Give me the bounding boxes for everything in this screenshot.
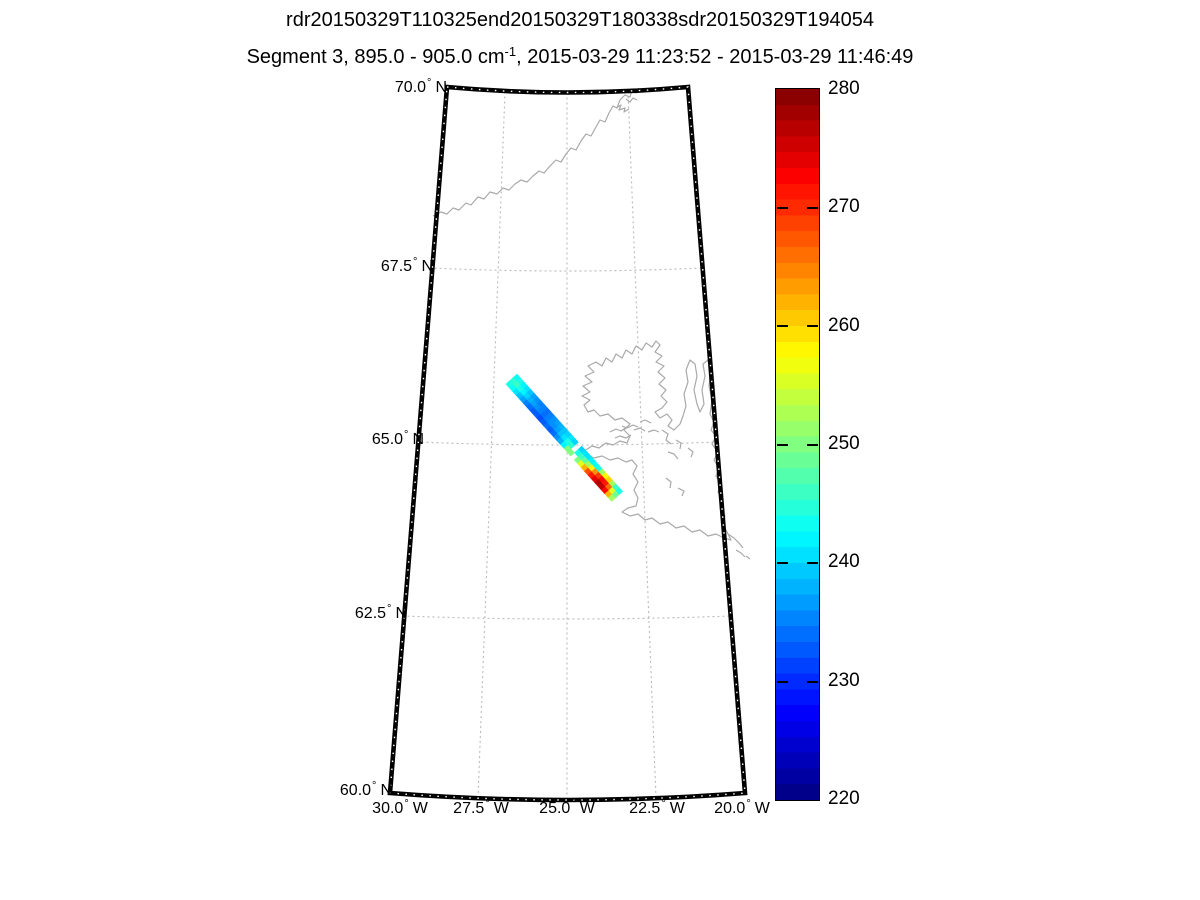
degree-symbol: ° bbox=[571, 798, 576, 810]
degree-symbol: ° bbox=[485, 798, 490, 810]
colorbar-label-220: 220 bbox=[828, 788, 860, 809]
lat-direction: N bbox=[380, 782, 392, 799]
lat-direction: N bbox=[412, 431, 424, 448]
coastlines bbox=[432, 87, 751, 560]
degree-symbol: ° bbox=[404, 798, 409, 810]
colorbar-label-270: 270 bbox=[828, 196, 860, 217]
colorbar-label-280: 280 bbox=[828, 78, 860, 99]
map-frame-border bbox=[387, 84, 748, 803]
lat-direction: N bbox=[435, 79, 447, 96]
degree-symbol: ° bbox=[387, 603, 392, 615]
colorbar-tick-mark bbox=[807, 562, 818, 564]
swath-cell bbox=[615, 487, 624, 496]
plot-subtitle: Segment 3, 895.0 - 905.0 cm-1, 2015-03-2… bbox=[0, 44, 1160, 69]
subtitle-exponent: -1 bbox=[504, 44, 517, 59]
lon-label-30-0W: 30.0° W bbox=[358, 798, 442, 819]
degree-symbol: ° bbox=[661, 798, 666, 810]
degree-symbol: ° bbox=[427, 77, 432, 89]
lat-label-67-5N: 67.5° N bbox=[361, 256, 433, 277]
coastline-greenland-fjords bbox=[615, 97, 638, 113]
colorbar-label-250: 250 bbox=[828, 433, 860, 454]
parallel-67-5N bbox=[429, 267, 704, 272]
swath-heatmap bbox=[505, 373, 624, 502]
degree-symbol: ° bbox=[413, 256, 418, 268]
swath-cell bbox=[571, 438, 579, 446]
lat-value: 70.0 bbox=[394, 79, 427, 96]
colorbar-label-240: 240 bbox=[828, 551, 860, 572]
lon-direction: W bbox=[493, 800, 509, 817]
lon-direction: W bbox=[669, 800, 685, 817]
lon-direction: W bbox=[754, 800, 770, 817]
lon-direction: W bbox=[412, 800, 428, 817]
subtitle-pre: Segment 3, 895.0 - 905.0 cm bbox=[246, 46, 505, 68]
lon-label-20-0W: 20.0° W bbox=[700, 798, 784, 819]
lat-label-70-0N: 70.0° N bbox=[375, 77, 447, 98]
lat-direction: N bbox=[421, 258, 433, 275]
degree-symbol: ° bbox=[372, 780, 377, 792]
lat-label-60-0N: 60.0° N bbox=[320, 780, 392, 801]
coastline-greenland bbox=[432, 87, 640, 217]
swath-cell bbox=[566, 448, 575, 457]
plot-title: rdr20150329T110325end20150329T180338sdr2… bbox=[286, 9, 874, 31]
lat-label-65-0N: 65.0° N bbox=[352, 429, 424, 450]
swath-cell bbox=[607, 494, 616, 502]
lon-label-22-5W: 22.5° W bbox=[615, 798, 699, 819]
degree-symbol: ° bbox=[746, 798, 751, 810]
colorbar-tick-mark bbox=[777, 443, 788, 446]
parallel-62-5N bbox=[402, 615, 732, 620]
lon-value: 22.5 bbox=[629, 800, 661, 817]
coastline-iceland-southeast-outside-frame bbox=[727, 533, 751, 560]
lat-value: 65.0 bbox=[371, 431, 404, 448]
colorbar-tick-mark bbox=[777, 680, 788, 683]
coastline-iceland-interior-marks bbox=[661, 429, 694, 497]
lat-label-62-5N: 62.5° N bbox=[335, 603, 407, 624]
lat-value: 67.5 bbox=[380, 258, 413, 275]
lon-direction: W bbox=[579, 800, 595, 817]
subtitle-post: , 2015-03-29 11:23:52 - 2015-03-29 11:46… bbox=[516, 46, 914, 68]
lat-value: 60.0 bbox=[339, 782, 372, 799]
lon-value: 30.0 bbox=[372, 800, 404, 817]
colorbar-tick-mark bbox=[777, 206, 788, 209]
colorbar-label-260: 260 bbox=[828, 315, 860, 336]
swath-cell bbox=[567, 441, 575, 450]
colorbar-tick-mark bbox=[807, 325, 818, 327]
coastline-breidafjordur-islands bbox=[609, 419, 660, 439]
lon-value: 25.0 bbox=[539, 800, 571, 817]
colorbar-tick-mark bbox=[777, 325, 788, 327]
coastline-iceland bbox=[581, 340, 732, 541]
lon-label-27-5W: 27.5° W bbox=[439, 798, 523, 819]
lon-label-25-0W: 25.0° W bbox=[525, 798, 609, 819]
colorbar-tick-mark bbox=[807, 680, 818, 683]
lon-value: 20.0 bbox=[714, 800, 746, 817]
degree-symbol: ° bbox=[404, 429, 409, 441]
colorbar-tick-mark bbox=[777, 562, 788, 564]
colorbar-label-230: 230 bbox=[828, 670, 860, 691]
colorbar-tick-mark bbox=[807, 443, 818, 446]
colorbar bbox=[775, 88, 820, 801]
swath-cell bbox=[611, 490, 620, 499]
colorbar-tick-mark bbox=[807, 206, 818, 209]
lat-value: 62.5 bbox=[354, 605, 387, 622]
lon-value: 27.5 bbox=[453, 800, 485, 817]
lat-direction: N bbox=[395, 605, 407, 622]
